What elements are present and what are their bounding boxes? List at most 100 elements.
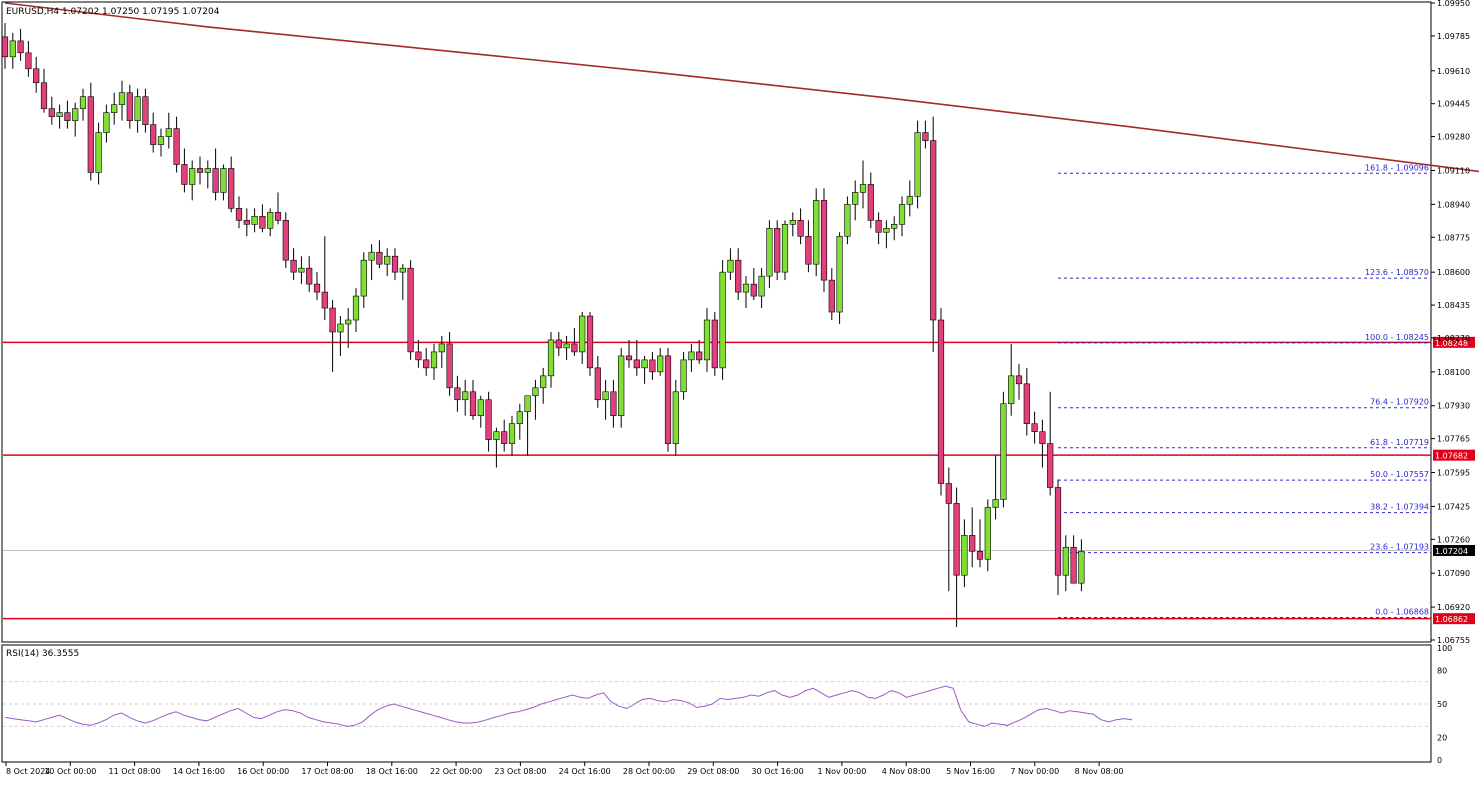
bear-candle xyxy=(1023,383,1030,424)
bull-candle xyxy=(836,235,843,313)
bear-candle xyxy=(805,235,812,265)
bull-candle xyxy=(9,40,16,58)
horizontal-level-label: 1.06862 xyxy=(1435,615,1468,624)
bull-candle xyxy=(118,92,126,105)
price-tick-label: 1.08940 xyxy=(1437,200,1470,209)
bear-candle xyxy=(290,259,297,273)
bear-candle xyxy=(391,255,399,273)
bull-candle xyxy=(438,343,445,353)
bull-candle xyxy=(368,251,375,261)
bull-candle xyxy=(1000,403,1007,500)
bull-candle xyxy=(345,319,352,325)
price-tick-label: 1.08100 xyxy=(1437,368,1470,377)
fib-level-label: 76.4 - 1.07920 xyxy=(1370,398,1429,407)
rsi-scale-label: 80 xyxy=(1437,666,1447,675)
rsi-scale-label: 50 xyxy=(1437,700,1447,709)
time-tick-label: 29 Oct 08:00 xyxy=(687,767,739,776)
bear-candle xyxy=(867,184,874,221)
bear-candle xyxy=(501,431,508,444)
time-tick-label: 22 Oct 00:00 xyxy=(430,767,482,776)
horizontal-level-label: 1.07682 xyxy=(1435,452,1468,461)
bull-candle xyxy=(1008,375,1015,405)
moving-averages xyxy=(4,2,1479,173)
bear-candle xyxy=(485,399,492,440)
time-tick-label: 23 Oct 08:00 xyxy=(494,767,546,776)
bull-candle xyxy=(72,108,79,121)
bull-candle xyxy=(220,168,227,193)
bear-candle xyxy=(196,168,204,173)
bear-candle xyxy=(415,351,422,361)
bull-candle xyxy=(742,283,750,293)
rsi-scale-label: 100 xyxy=(1437,644,1452,653)
bear-candle xyxy=(735,259,742,293)
fib-level-label: 100.0 - 1.08245 xyxy=(1365,333,1429,342)
bear-candle xyxy=(243,220,250,225)
bear-candle xyxy=(571,343,578,353)
bull-candle xyxy=(1062,546,1069,576)
bear-candle xyxy=(87,96,94,173)
bull-candle xyxy=(758,275,765,297)
bull-candle xyxy=(95,132,102,173)
bull-candle xyxy=(563,343,570,349)
bull-candle xyxy=(883,227,890,233)
bull-candle xyxy=(298,267,305,273)
rsi-indicator: 100 80 50 20 0 xyxy=(3,644,1452,765)
bear-candle xyxy=(828,279,835,313)
bear-candle xyxy=(126,92,133,121)
bull-candle xyxy=(165,128,172,137)
bear-candle xyxy=(969,535,976,552)
bear-candle xyxy=(423,359,430,369)
bull-candle xyxy=(267,212,274,229)
bull-candle xyxy=(618,355,625,417)
bull-candle xyxy=(961,535,968,576)
bear-candle xyxy=(282,220,289,261)
bull-candle xyxy=(766,227,773,277)
bear-candle xyxy=(469,391,477,417)
bull-candle xyxy=(352,295,360,321)
bear-candle xyxy=(875,220,882,233)
bull-candle xyxy=(399,267,406,273)
time-tick-label: 17 Oct 08:00 xyxy=(301,767,353,776)
bear-candle xyxy=(1,36,9,58)
bear-candle xyxy=(142,96,149,125)
bull-candle xyxy=(789,220,796,225)
bull-candle xyxy=(493,431,500,440)
bear-candle xyxy=(555,339,562,349)
bull-candle xyxy=(508,423,516,444)
time-tick-label: 11 Oct 08:00 xyxy=(109,767,161,776)
price-axis: 1.09950 1.09785 1.09610 1.09445 1.09280 1.091… xyxy=(1431,0,1470,645)
time-tick-label: 24 Oct 16:00 xyxy=(559,767,611,776)
bull-candle xyxy=(719,271,726,369)
time-tick-label: 28 Oct 00:00 xyxy=(623,767,675,776)
bear-candle xyxy=(625,355,633,361)
time-tick-label: 4 Nov 08:00 xyxy=(882,767,931,776)
bull-candle xyxy=(111,104,118,113)
price-tick-label: 1.09445 xyxy=(1437,100,1470,109)
bull-candle xyxy=(540,375,547,389)
bear-candle xyxy=(181,164,188,185)
bear-candle xyxy=(711,319,718,369)
bear-candle xyxy=(586,315,594,369)
bear-candle xyxy=(594,367,601,401)
bull-candle xyxy=(79,96,87,109)
price-tick-label: 1.07260 xyxy=(1437,535,1470,544)
price-tick-label: 1.09785 xyxy=(1437,32,1470,41)
horizontal-level-label: 1.08248 xyxy=(1435,339,1468,348)
bear-candle xyxy=(40,82,48,109)
bull-candle xyxy=(337,323,344,333)
bull-candle xyxy=(813,200,820,265)
price-tick-label: 1.09610 xyxy=(1437,67,1470,76)
candles xyxy=(1,22,1085,628)
bull-candle xyxy=(906,196,913,205)
rsi-scale-label: 20 xyxy=(1437,734,1447,743)
time-tick-label: 8 Nov 08:00 xyxy=(1075,767,1124,776)
bear-candle xyxy=(750,283,757,297)
price-tick-label: 1.09950 xyxy=(1437,0,1470,8)
bear-candle xyxy=(797,220,804,237)
bull-candle xyxy=(672,391,679,444)
bear-candle xyxy=(446,343,453,389)
bear-candle xyxy=(696,351,703,361)
